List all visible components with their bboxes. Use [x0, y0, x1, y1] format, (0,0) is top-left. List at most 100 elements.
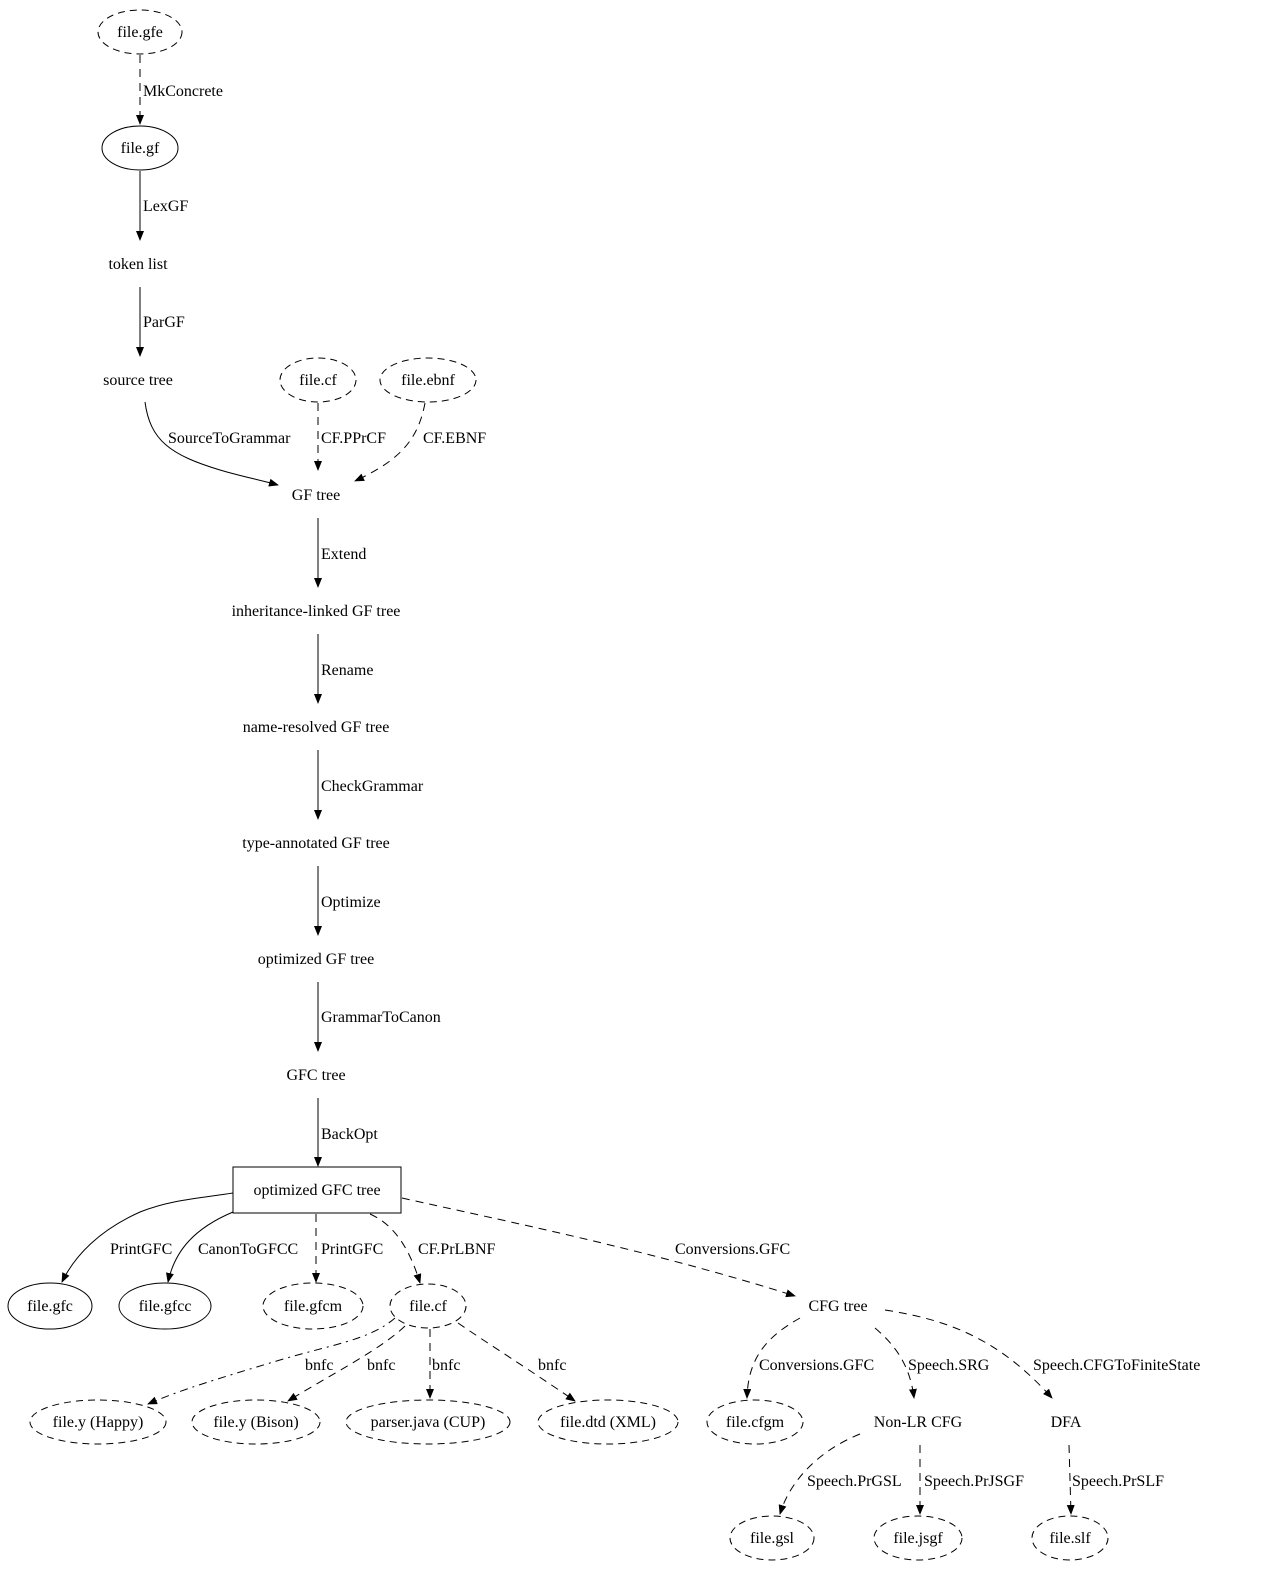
node-ellipse	[1031, 1515, 1109, 1561]
edge-gf-to-tok: LexGF	[136, 171, 188, 241]
edge-tok-to-src: ParGF	[136, 287, 185, 357]
node-gfe: file.gfe	[97, 9, 183, 55]
node-tok: token list	[108, 256, 168, 273]
edge-label: GrammarToCanon	[321, 1009, 441, 1026]
node-fgfc: file.gfc	[7, 1282, 93, 1330]
node-happy: file.y (Happy)	[29, 1399, 167, 1445]
edge-cf2-to-cup: bnfc	[426, 1329, 460, 1399]
edge-ogfc-to-cf2: CF.PrLBNF	[369, 1213, 496, 1284]
edge-cfg-to-cfgm: Conversions.GFC	[743, 1317, 874, 1399]
edge-ogfc-to-cfg: Conversions.GFC	[401, 1197, 796, 1298]
node-ellipse	[873, 1515, 963, 1561]
edge-label: bnfc	[538, 1357, 566, 1374]
edge-cfg-to-dfa: Speech.CFGToFiniteState	[884, 1309, 1200, 1399]
edge-label: Speech.PrJSGF	[924, 1473, 1024, 1490]
edge-ogf-to-gfc: GrammarToCanon	[314, 982, 441, 1052]
node-label: DFA	[1051, 1414, 1082, 1431]
node-label: file.gfcm	[284, 1298, 343, 1315]
edge-gft-to-inh: Extend	[314, 518, 366, 588]
node-ellipse	[101, 125, 179, 171]
node-ogf: optimized GF tree	[258, 951, 374, 968]
node-slf: file.slf	[1031, 1515, 1109, 1561]
edge-label: Optimize	[321, 894, 381, 911]
edge-label: MkConcrete	[143, 83, 223, 100]
node-label: file.jsgf	[893, 1530, 943, 1547]
node-label: file.cfgm	[726, 1414, 785, 1431]
edge-label: Speech.SRG	[908, 1357, 990, 1374]
edge-label: bnfc	[305, 1357, 333, 1374]
node-label: type-annotated GF tree	[242, 835, 390, 852]
node-ogfc: optimized GFC tree	[232, 1166, 402, 1214]
node-ellipse	[279, 357, 357, 403]
edge-label: Speech.PrSLF	[1072, 1473, 1164, 1490]
node-label: file.cf	[409, 1298, 447, 1315]
node-cup: parser.java (CUP)	[345, 1399, 511, 1445]
node-ellipse	[118, 1282, 212, 1330]
node-label: file.cf	[299, 372, 337, 389]
edge-line	[401, 1197, 796, 1298]
edge-line	[369, 1213, 422, 1284]
edge-label: bnfc	[367, 1357, 395, 1374]
node-label: file.ebnf	[401, 372, 455, 389]
edge-nonlr-to-gsl: Speech.PrGSL	[778, 1433, 902, 1515]
edge-label: bnfc	[432, 1357, 460, 1374]
node-label: file.gf	[121, 140, 160, 157]
node-label: name-resolved GF tree	[243, 719, 390, 736]
node-ellipse	[379, 357, 477, 403]
node-label: GFC tree	[286, 1067, 345, 1084]
edge-gfe-to-gf: MkConcrete	[136, 55, 223, 125]
edge-label: Rename	[321, 662, 373, 679]
edge-ebnf-to-gft: CF.EBNF	[354, 402, 486, 482]
node-nonlr: Non-LR CFG	[874, 1414, 963, 1431]
node-cf1: file.cf	[279, 357, 357, 403]
edge-label: BackOpt	[321, 1126, 378, 1143]
node-label: file.gfcc	[139, 1298, 192, 1315]
node-cfgm: file.cfgm	[706, 1399, 804, 1445]
edge-dfa-to-slf: Speech.PrSLF	[1066, 1444, 1164, 1515]
edge-line	[1066, 1444, 1075, 1515]
node-cfg: CFG tree	[808, 1298, 867, 1315]
edge-cf2-to-bison: bnfc	[287, 1325, 406, 1402]
node-ellipse	[345, 1399, 511, 1445]
node-label: file.y (Bison)	[213, 1414, 298, 1431]
edge-line	[874, 1327, 917, 1399]
edge-line	[778, 1433, 861, 1515]
edge-line	[144, 401, 279, 487]
edge-label: LexGF	[143, 198, 188, 215]
node-gfc: GFC tree	[286, 1067, 345, 1084]
edge-cf1-to-gft: CF.PPrCF	[314, 403, 386, 471]
node-gf: file.gf	[101, 125, 179, 171]
node-dtd: file.dtd (XML)	[537, 1399, 679, 1445]
edge-line	[147, 1317, 396, 1405]
node-label: inheritance-linked GF tree	[232, 603, 401, 620]
edge-gfc-to-ogfc: BackOpt	[314, 1098, 378, 1167]
edge-label: PrintGFC	[110, 1241, 172, 1258]
edge-label: Extend	[321, 546, 366, 563]
node-ellipse	[389, 1283, 467, 1329]
edge-ogfc-to-fgfcc: CanonToGFCC	[166, 1211, 298, 1283]
node-ebnf: file.ebnf	[379, 357, 477, 403]
node-nres: name-resolved GF tree	[243, 719, 390, 736]
edge-label: Conversions.GFC	[675, 1241, 790, 1258]
node-label: token list	[108, 256, 168, 273]
node-ellipse	[706, 1399, 804, 1445]
node-label: file.dtd (XML)	[560, 1414, 656, 1431]
edge-src-to-gft: SourceToGrammar	[144, 401, 291, 487]
node-cf2: file.cf	[389, 1283, 467, 1329]
edge-nonlr-to-jsgf: Speech.PrJSGF	[916, 1445, 1024, 1515]
node-bison: file.y (Bison)	[191, 1399, 321, 1445]
node-inh: inheritance-linked GF tree	[232, 603, 401, 620]
node-box	[232, 1166, 402, 1214]
edge-label: Speech.PrGSL	[807, 1473, 902, 1490]
node-label: optimized GFC tree	[253, 1182, 380, 1199]
edge-label: PrintGFC	[321, 1241, 383, 1258]
edge-label: CF.EBNF	[423, 430, 486, 447]
node-label: CFG tree	[808, 1298, 867, 1315]
edge-nres-to-tann: CheckGrammar	[314, 750, 424, 820]
edge-cf2-to-dtd: bnfc	[457, 1322, 576, 1402]
node-ellipse	[29, 1399, 167, 1445]
edge-line	[884, 1309, 1053, 1399]
node-gsl: file.gsl	[729, 1515, 815, 1561]
node-gft: GF tree	[292, 487, 340, 504]
